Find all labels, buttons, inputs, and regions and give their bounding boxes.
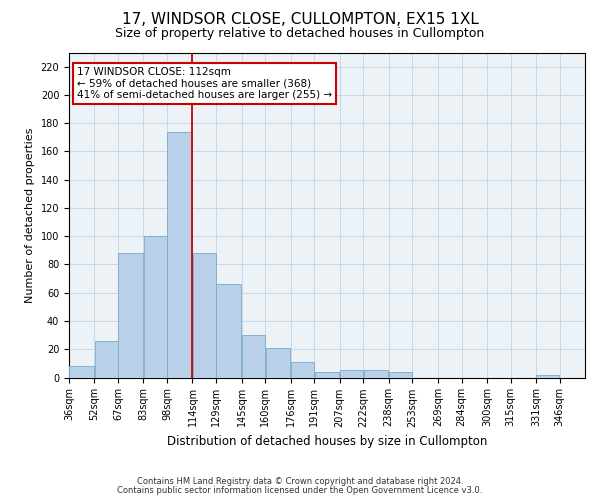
Bar — [69, 366, 94, 378]
Text: Contains HM Land Registry data © Crown copyright and database right 2024.: Contains HM Land Registry data © Crown c… — [137, 477, 463, 486]
Bar — [340, 370, 363, 378]
Bar — [217, 284, 241, 378]
Bar — [314, 372, 340, 378]
X-axis label: Distribution of detached houses by size in Cullompton: Distribution of detached houses by size … — [167, 435, 487, 448]
Bar — [291, 362, 314, 378]
Bar — [536, 374, 559, 378]
Text: 17, WINDSOR CLOSE, CULLOMPTON, EX15 1XL: 17, WINDSOR CLOSE, CULLOMPTON, EX15 1XL — [122, 12, 478, 28]
Text: 17 WINDSOR CLOSE: 112sqm
← 59% of detached houses are smaller (368)
41% of semi-: 17 WINDSOR CLOSE: 112sqm ← 59% of detach… — [77, 67, 332, 100]
Bar — [364, 370, 388, 378]
Bar — [167, 132, 192, 378]
Bar — [143, 236, 167, 378]
Bar — [95, 341, 118, 378]
Bar — [193, 253, 216, 378]
Bar — [242, 335, 265, 378]
Text: Size of property relative to detached houses in Cullompton: Size of property relative to detached ho… — [115, 28, 485, 40]
Bar — [266, 348, 290, 378]
Y-axis label: Number of detached properties: Number of detached properties — [25, 128, 35, 302]
Text: Contains public sector information licensed under the Open Government Licence v3: Contains public sector information licen… — [118, 486, 482, 495]
Bar — [389, 372, 412, 378]
Bar — [118, 253, 143, 378]
